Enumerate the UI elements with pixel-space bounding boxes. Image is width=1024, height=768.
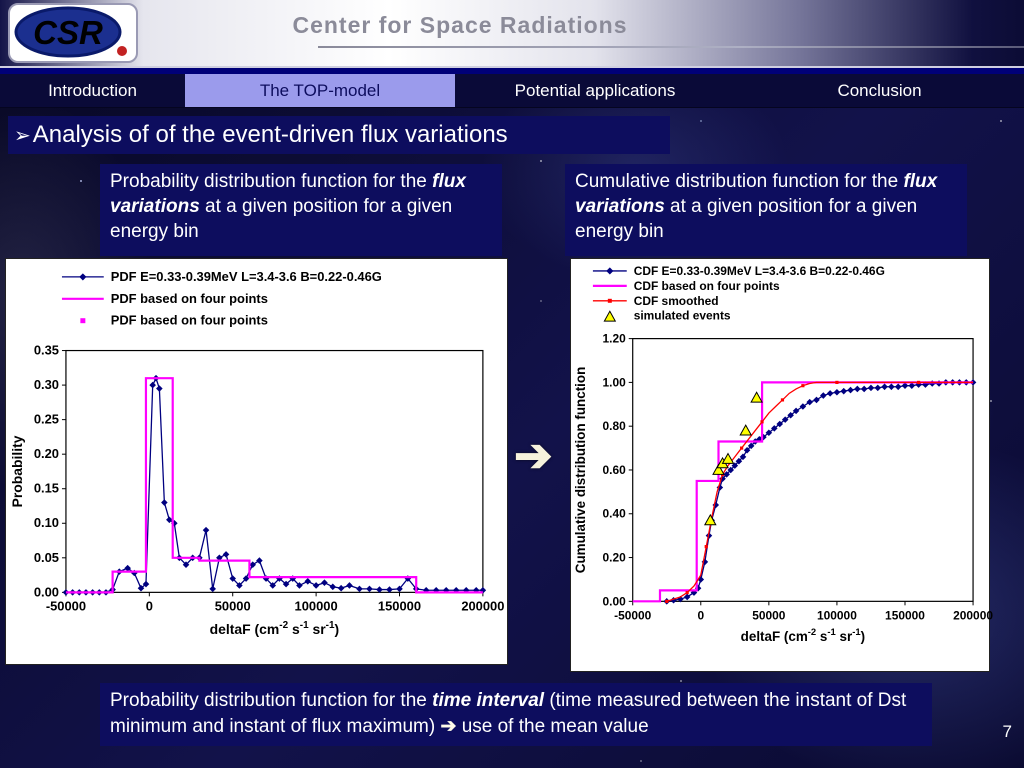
svg-text:Cumulative distribution functi: Cumulative distribution function (573, 367, 588, 574)
svg-text:0.25: 0.25 (34, 412, 59, 427)
organization-title: Center for Space Radiations (292, 12, 628, 38)
svg-text:simulated events: simulated events (634, 309, 731, 323)
cdf-chart: -50000 0 50000 100000 150000 200000 0.00 0.20 0.… (570, 258, 993, 672)
page-number: 7 (1002, 722, 1012, 741)
svg-text:50000: 50000 (752, 608, 786, 622)
nav-tab-top-model[interactable]: The TOP-model (185, 74, 455, 107)
svg-text:200000: 200000 (461, 598, 504, 613)
header-divider (0, 66, 1024, 74)
nav-tab-potential-applications[interactable]: Potential applications (514, 80, 676, 100)
svg-text:50000: 50000 (215, 598, 251, 613)
cdf-description-box: Cumulative distribution function for the… (565, 164, 967, 256)
csr-logo-text: CSR (33, 14, 103, 51)
svg-text:100000: 100000 (817, 608, 857, 622)
svg-text:0: 0 (697, 608, 704, 622)
svg-text:CDF E=0.33-0.39MeV L=3.4-3.6: CDF E=0.33-0.39MeV L=3.4-3.6 B=0.22-0.46… (634, 264, 885, 278)
svg-text:0.35: 0.35 (34, 343, 59, 358)
svg-text:-50000: -50000 (46, 598, 86, 613)
svg-text:CDF smoothed: CDF smoothed (634, 294, 719, 308)
svg-text:PDF based on four points: PDF based on four points (111, 313, 268, 328)
pdf-chart: -50000 0 50000 100000 150000 200000 0.00 0.05 0.… (5, 258, 508, 665)
svg-text:0.05: 0.05 (34, 550, 59, 565)
arrowhead-bullet-icon: ➢ (14, 124, 31, 147)
nav-tab-introduction[interactable]: Introduction (48, 80, 137, 100)
svg-text:Probability: Probability (9, 435, 25, 507)
svg-text:0: 0 (146, 598, 153, 613)
nav-bar: Introduction The TOP-model Potential app… (0, 74, 1024, 108)
csr-logo: CSR (8, 3, 138, 63)
slide-title: ➢ Analysis of of the event-driven flux v… (8, 116, 670, 154)
svg-text:0.30: 0.30 (34, 377, 59, 392)
header: CSR Center for Space Radiations (0, 0, 1024, 66)
cdf-chart-canvas: -50000 0 50000 100000 150000 200000 0.00 0.20 0.… (573, 264, 993, 644)
svg-text:0.60: 0.60 (603, 463, 627, 477)
svg-text:deltaF (cm-2 s-1 sr-1): deltaF (cm-2 s-1 sr-1) (210, 620, 339, 637)
svg-text:200000: 200000 (953, 608, 993, 622)
svg-text:0.80: 0.80 (603, 419, 627, 433)
svg-text:PDF based on four points: PDF based on four points (111, 291, 268, 306)
svg-text:150000: 150000 (885, 608, 925, 622)
svg-text:0.00: 0.00 (34, 584, 59, 599)
svg-text:-50000: -50000 (614, 608, 652, 622)
svg-text:deltaF (cm-2 s-1 sr-1): deltaF (cm-2 s-1 sr-1) (741, 627, 865, 644)
svg-text:1.20: 1.20 (603, 332, 627, 346)
svg-text:0.40: 0.40 (603, 507, 627, 521)
time-interval-note-box: Probability distribution function for th… (100, 683, 932, 747)
svg-text:0.10: 0.10 (34, 515, 59, 530)
svg-text:150000: 150000 (378, 598, 421, 613)
svg-text:0.00: 0.00 (603, 594, 627, 608)
svg-text:0.15: 0.15 (34, 481, 59, 496)
csr-logo-icon: CSR (14, 6, 127, 58)
header-underline (318, 46, 1024, 48)
svg-text:CDF based on four points: CDF based on four points (634, 279, 780, 293)
right-arrow-icon: ➔ (514, 429, 553, 481)
svg-text:0.20: 0.20 (603, 551, 627, 565)
svg-text:PDF E=0.33-0.39MeV L=3.4-3.6: PDF E=0.33-0.39MeV L=3.4-3.6 B=0.22-0.46… (111, 269, 382, 284)
svg-text:1.00: 1.00 (603, 375, 627, 389)
nav-tab-conclusion[interactable]: Conclusion (837, 80, 922, 100)
svg-text:0.20: 0.20 (34, 446, 59, 461)
pdf-description-box: Probability distribution function for th… (100, 164, 502, 256)
pdf-chart-canvas: -50000 0 50000 100000 150000 200000 0.00 0.05 0.… (9, 269, 504, 637)
slide-title-text: Analysis of of the event-driven flux var… (32, 121, 508, 148)
svg-text:100000: 100000 (295, 598, 338, 613)
